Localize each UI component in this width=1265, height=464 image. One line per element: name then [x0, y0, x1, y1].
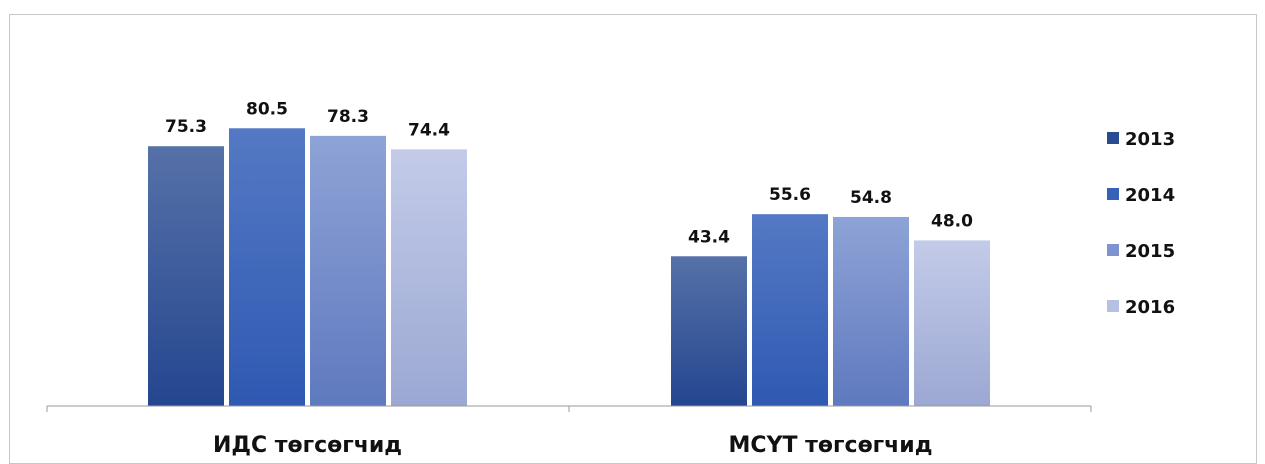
- legend-swatch: [1107, 244, 1119, 256]
- legend-item-2014: 2014: [1107, 185, 1175, 206]
- legend-swatch: [1107, 188, 1119, 200]
- bar-2013-2: [671, 256, 747, 406]
- bar-2015-2: [833, 216, 909, 406]
- legend-swatch: [1107, 132, 1119, 144]
- bar-value-label: 78.3: [327, 107, 369, 127]
- category-label: МСҮТ төгсөгчид: [729, 433, 933, 458]
- legend-label: 2016: [1125, 297, 1175, 318]
- category-labels-layer: ИДС төгсөгчид МСҮТ төгсөгчид: [213, 433, 933, 458]
- legend-label: 2014: [1125, 185, 1175, 206]
- x-axis: [46, 405, 1092, 412]
- bar-2015-1: [310, 135, 386, 406]
- bar-value-label: 80.5: [246, 99, 288, 119]
- bar-2014-2: [752, 214, 828, 406]
- value-labels-layer: 75.3 80.5 78.3 74.4 43.4 55.6 54.8 48.0: [165, 99, 973, 247]
- bar-2016-1: [391, 149, 467, 406]
- bar-value-label: 75.3: [165, 117, 207, 137]
- legend-item-2016: 2016: [1107, 297, 1175, 318]
- bar-2014-1: [229, 128, 305, 406]
- bar-chart: 75.3 80.5 78.3 74.4 43.4 55.6 54.8 48.0 ИДС төг…: [46, 99, 1175, 458]
- bar-2016-2: [914, 240, 990, 406]
- bar-value-label: 54.8: [850, 188, 892, 208]
- bar-value-label: 43.4: [688, 227, 730, 247]
- bars-layer: [148, 128, 990, 406]
- bar-value-label: 48.0: [931, 211, 973, 231]
- legend-label: 2013: [1125, 129, 1175, 150]
- bar-2013-1: [148, 146, 224, 406]
- legend: 2013 2014 2015 2016: [1107, 129, 1175, 318]
- legend-swatch: [1107, 300, 1119, 312]
- legend-label: 2015: [1125, 241, 1175, 262]
- legend-item-2013: 2013: [1107, 129, 1175, 150]
- bar-value-label: 74.4: [408, 120, 450, 140]
- category-label: ИДС төгсөгчид: [213, 433, 402, 458]
- bar-value-label: 55.6: [769, 185, 811, 205]
- legend-item-2015: 2015: [1107, 241, 1175, 262]
- chart-frame: 75.3 80.5 78.3 74.4 43.4 55.6 54.8 48.0 ИДС төг…: [9, 14, 1257, 464]
